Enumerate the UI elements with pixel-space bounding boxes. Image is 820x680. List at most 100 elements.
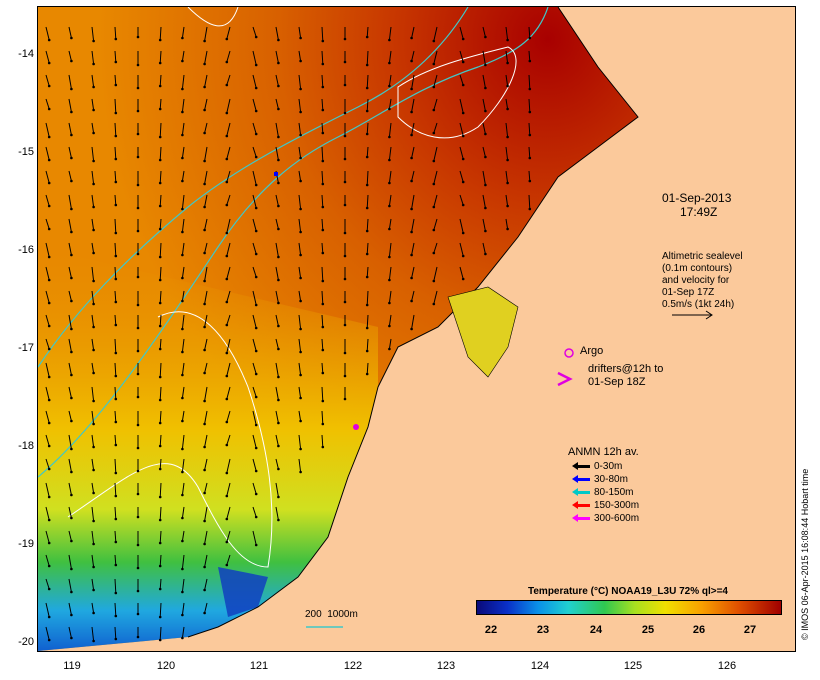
velocity-arrow-head (484, 35, 487, 39)
velocity-arrow-head (299, 350, 302, 354)
velocity-arrow (252, 458, 257, 472)
drifters-line: drifters@12h to (588, 363, 664, 375)
velocity-arrow (226, 266, 231, 280)
velocity-arrow-head (70, 493, 73, 497)
velocity-arrow-head (70, 59, 73, 63)
velocity-arrow-head (203, 491, 206, 495)
velocity-arrow (459, 218, 464, 234)
velocity-arrow-head (203, 279, 206, 283)
velocity-arrow-head (365, 132, 369, 136)
velocity-arrow (459, 194, 464, 206)
velocity-arrow-head (158, 495, 162, 499)
velocity-arrow-head (114, 83, 118, 87)
velocity-arrow (114, 386, 117, 400)
velocity-arrow (298, 26, 302, 39)
velocity-arrow-head (277, 495, 280, 499)
cold-patch (218, 567, 268, 617)
velocity-arrow-head (70, 516, 73, 520)
velocity-arrow-head (114, 637, 118, 641)
anmn-mooring-2 (274, 172, 278, 176)
velocity-arrow (91, 626, 95, 642)
velocity-arrow-head (158, 107, 162, 111)
velocity-arrow (433, 218, 438, 231)
velocity-arrow-head (388, 181, 391, 185)
velocity-arrow-head (203, 565, 206, 569)
velocity-arrow-head (92, 131, 95, 135)
velocity-arrow-head (299, 396, 302, 400)
velocity-arrow-head (70, 590, 73, 594)
velocity-arrow (505, 122, 509, 138)
velocity-arrow (45, 98, 50, 110)
velocity-arrow-head (225, 420, 229, 424)
velocity-arrow-head (203, 468, 206, 472)
velocity-arrow (181, 458, 185, 473)
velocity-arrow (482, 122, 486, 135)
velocity-arrow (45, 554, 50, 567)
velocity-arrow (68, 386, 72, 399)
velocity-arrow (204, 146, 208, 162)
velocity-arrow (159, 26, 162, 41)
velocity-arrow-head (225, 517, 229, 521)
velocity-arrow-head (277, 84, 280, 88)
velocity-arrow (45, 242, 50, 258)
velocity-arrow (275, 146, 279, 161)
velocity-arrow-head (136, 63, 140, 67)
velocity-arrow (321, 26, 324, 42)
velocity-arrow (252, 26, 257, 38)
velocity-arrow (181, 386, 185, 399)
velocity-arrow (181, 602, 185, 616)
velocity-arrow-head (506, 38, 509, 42)
velocity-arrow (114, 218, 117, 234)
velocity-arrow (181, 362, 185, 376)
y-axis-label: -14 (18, 48, 34, 60)
x-axis-label: 123 (436, 660, 456, 672)
velocity-arrow (204, 530, 208, 545)
velocity-arrow-head (114, 254, 118, 258)
scale-arrow (672, 310, 713, 320)
velocity-arrow (204, 266, 208, 282)
velocity-arrow-head (136, 635, 140, 639)
velocity-arrow (433, 170, 438, 185)
velocity-arrow (181, 266, 185, 279)
velocity-arrow-head (70, 470, 73, 474)
velocity-arrow-head (461, 157, 465, 161)
velocity-arrow-head (92, 468, 95, 472)
velocity-arrow (252, 362, 257, 375)
velocity-arrow (68, 26, 72, 39)
velocity-arrow-head (70, 156, 73, 160)
velocity-arrow-head (203, 182, 206, 186)
velocity-arrow (226, 50, 231, 63)
velocity-arrow-head (181, 396, 184, 400)
velocity-arrow (68, 434, 72, 450)
velocity-arrow (433, 290, 438, 305)
altimetry-line: 0.5m/s (1kt 24h) (662, 299, 735, 310)
velocity-arrow (505, 170, 509, 184)
colorbar-tick: 27 (743, 624, 757, 636)
velocity-arrow-head (365, 206, 369, 210)
velocity-arrow (45, 458, 50, 470)
velocity-arrow (204, 578, 208, 591)
velocity-arrow (321, 362, 324, 374)
velocity-arrow-head (181, 590, 184, 594)
velocity-arrow-head (299, 59, 302, 63)
velocity-arrow-head (92, 611, 95, 615)
velocity-arrow-head (136, 589, 140, 593)
velocity-arrow (159, 410, 162, 424)
velocity-arrow (321, 242, 324, 254)
velocity-arrow-head (254, 155, 258, 159)
sst-map[interactable] (37, 6, 796, 652)
velocity-arrow-head (114, 351, 118, 355)
velocity-arrow-head (254, 469, 258, 473)
velocity-arrow-head (136, 515, 140, 519)
velocity-arrow (226, 434, 231, 446)
velocity-arrow (252, 386, 257, 398)
velocity-arrow-head (506, 158, 509, 162)
velocity-arrow (459, 74, 464, 86)
velocity-arrow (433, 122, 438, 134)
velocity-arrow-head (47, 204, 51, 208)
velocity-arrow (159, 506, 162, 521)
velocity-arrow (388, 50, 392, 64)
velocity-arrow-head (203, 302, 206, 306)
velocity-arrow-head (321, 325, 325, 329)
velocity-arrow (45, 386, 50, 401)
